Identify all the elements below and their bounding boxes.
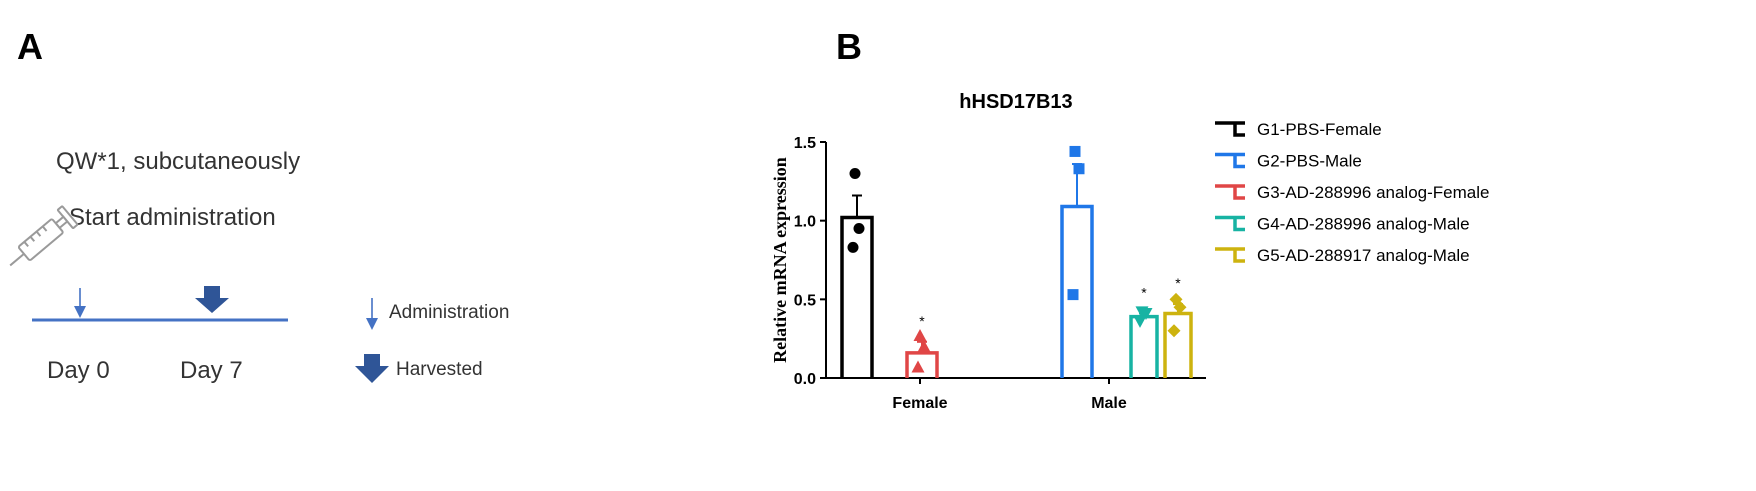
significance-star: * — [1141, 284, 1147, 300]
bar — [905, 351, 939, 378]
administration-arrow-icon — [74, 288, 86, 318]
bar — [1163, 311, 1193, 378]
significance-star: * — [919, 313, 925, 329]
day-7-label: Day 7 — [180, 357, 243, 384]
data-point — [1073, 163, 1085, 175]
legend-swatch — [1215, 215, 1245, 232]
y-tick-label: 1.5 — [794, 135, 816, 152]
start-administration-text: Start administration — [69, 204, 276, 231]
data-point — [1133, 315, 1147, 328]
x-tick-label: Male — [1091, 395, 1127, 412]
legend-label: G3-AD-288996 analog-Female — [1257, 183, 1489, 202]
y-tick-label: 0.5 — [794, 292, 816, 309]
data-point — [1067, 289, 1079, 301]
panel-b-label: B — [836, 26, 862, 67]
data-point — [1069, 145, 1081, 157]
legend-swatch — [1215, 121, 1245, 137]
legend-swatch — [1215, 247, 1245, 263]
legend-label: G5-AD-288917 analog-Male — [1257, 246, 1470, 265]
regimen-text: QW*1, subcutaneously — [56, 148, 301, 175]
x-tick-label: Female — [892, 395, 947, 412]
syringe-icon — [9, 205, 79, 267]
legend-administration-icon — [366, 298, 378, 330]
legend-harvested-icon — [355, 354, 389, 383]
bar — [840, 215, 874, 378]
data-point — [1173, 300, 1187, 314]
chart-title: hHSD17B13 — [959, 91, 1072, 113]
legend-swatch — [1215, 184, 1245, 200]
day-0-label: Day 0 — [47, 357, 110, 384]
legend-swatch — [1215, 152, 1245, 169]
data-point — [917, 340, 931, 353]
bar — [1129, 314, 1159, 378]
data-point — [849, 167, 861, 179]
legend-harvested-label: Harvested — [396, 359, 483, 380]
data-point — [1139, 307, 1153, 320]
legend-label: G2-PBS-Male — [1257, 152, 1362, 171]
y-tick-label: 1.0 — [794, 214, 816, 231]
data-point — [911, 360, 925, 373]
data-point — [847, 241, 859, 253]
bar — [1060, 204, 1094, 378]
significance-star: * — [1175, 275, 1181, 291]
data-point — [853, 223, 865, 235]
y-tick-label: 0.0 — [794, 371, 816, 388]
data-point — [913, 329, 927, 342]
data-point — [1167, 324, 1181, 338]
legend-label: G4-AD-288996 analog-Male — [1257, 215, 1470, 234]
legend-label: G1-PBS-Female — [1257, 120, 1382, 139]
harvest-arrow-icon — [195, 286, 229, 313]
legend-administration-label: Administration — [389, 302, 510, 323]
panel-a-label: A — [17, 26, 43, 67]
y-axis-label: Relative mRNA expression — [770, 157, 790, 363]
